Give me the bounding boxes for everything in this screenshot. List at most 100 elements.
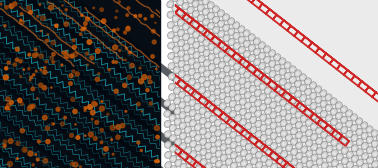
Ellipse shape bbox=[291, 98, 295, 102]
Ellipse shape bbox=[294, 70, 301, 77]
Circle shape bbox=[20, 13, 23, 15]
Ellipse shape bbox=[198, 66, 205, 73]
Ellipse shape bbox=[213, 57, 220, 65]
Ellipse shape bbox=[259, 83, 266, 90]
Ellipse shape bbox=[322, 132, 327, 136]
Ellipse shape bbox=[250, 56, 255, 60]
Ellipse shape bbox=[286, 94, 291, 98]
Ellipse shape bbox=[225, 67, 229, 71]
Circle shape bbox=[39, 4, 41, 5]
Ellipse shape bbox=[330, 118, 338, 126]
Ellipse shape bbox=[280, 69, 285, 73]
Ellipse shape bbox=[353, 146, 357, 150]
Ellipse shape bbox=[186, 107, 190, 111]
Ellipse shape bbox=[286, 84, 290, 88]
Ellipse shape bbox=[190, 101, 194, 105]
Circle shape bbox=[7, 103, 11, 107]
Ellipse shape bbox=[186, 159, 191, 162]
Ellipse shape bbox=[225, 127, 232, 134]
Ellipse shape bbox=[208, 12, 214, 19]
Ellipse shape bbox=[174, 37, 179, 41]
Circle shape bbox=[29, 79, 31, 81]
Ellipse shape bbox=[210, 75, 215, 79]
Ellipse shape bbox=[285, 93, 292, 100]
Ellipse shape bbox=[310, 123, 318, 130]
Ellipse shape bbox=[285, 144, 293, 152]
Ellipse shape bbox=[250, 56, 254, 60]
Ellipse shape bbox=[316, 87, 321, 91]
Ellipse shape bbox=[262, 146, 266, 150]
Circle shape bbox=[28, 106, 32, 111]
Ellipse shape bbox=[227, 160, 231, 164]
Ellipse shape bbox=[201, 160, 206, 164]
Ellipse shape bbox=[271, 92, 276, 96]
Ellipse shape bbox=[277, 138, 281, 142]
Ellipse shape bbox=[235, 145, 242, 153]
Ellipse shape bbox=[181, 155, 185, 159]
Ellipse shape bbox=[242, 151, 246, 155]
Ellipse shape bbox=[169, 23, 174, 27]
Circle shape bbox=[20, 129, 25, 133]
Circle shape bbox=[31, 87, 35, 91]
Ellipse shape bbox=[259, 73, 266, 80]
Ellipse shape bbox=[240, 37, 244, 41]
Ellipse shape bbox=[214, 7, 218, 11]
Ellipse shape bbox=[215, 79, 220, 83]
Ellipse shape bbox=[371, 140, 378, 148]
Ellipse shape bbox=[209, 13, 214, 17]
Ellipse shape bbox=[208, 43, 215, 50]
Ellipse shape bbox=[183, 74, 191, 82]
Ellipse shape bbox=[204, 91, 211, 98]
Ellipse shape bbox=[226, 97, 230, 101]
Ellipse shape bbox=[281, 100, 286, 104]
Ellipse shape bbox=[240, 79, 245, 83]
Ellipse shape bbox=[234, 34, 239, 38]
Circle shape bbox=[35, 70, 37, 72]
Ellipse shape bbox=[194, 72, 200, 79]
Circle shape bbox=[37, 98, 38, 99]
Ellipse shape bbox=[252, 159, 256, 163]
Ellipse shape bbox=[170, 85, 174, 89]
Circle shape bbox=[65, 51, 67, 53]
Ellipse shape bbox=[225, 77, 229, 81]
Ellipse shape bbox=[279, 78, 287, 86]
Ellipse shape bbox=[192, 0, 199, 7]
Ellipse shape bbox=[203, 49, 210, 57]
Ellipse shape bbox=[174, 58, 178, 62]
Ellipse shape bbox=[291, 159, 298, 166]
Ellipse shape bbox=[197, 25, 204, 32]
Ellipse shape bbox=[206, 133, 211, 137]
Circle shape bbox=[8, 161, 12, 166]
Ellipse shape bbox=[347, 121, 352, 125]
Ellipse shape bbox=[321, 91, 326, 95]
Ellipse shape bbox=[301, 85, 306, 89]
Ellipse shape bbox=[225, 88, 229, 92]
Ellipse shape bbox=[192, 31, 200, 38]
Ellipse shape bbox=[239, 108, 246, 116]
Ellipse shape bbox=[261, 85, 265, 89]
Circle shape bbox=[149, 102, 152, 105]
Ellipse shape bbox=[246, 164, 253, 168]
Ellipse shape bbox=[306, 79, 310, 83]
Ellipse shape bbox=[240, 149, 247, 157]
Ellipse shape bbox=[219, 102, 226, 110]
Ellipse shape bbox=[215, 69, 219, 73]
Ellipse shape bbox=[266, 88, 271, 92]
Ellipse shape bbox=[195, 155, 202, 162]
Ellipse shape bbox=[254, 58, 261, 66]
Ellipse shape bbox=[346, 141, 353, 148]
Polygon shape bbox=[0, 76, 167, 168]
Ellipse shape bbox=[218, 20, 225, 27]
Ellipse shape bbox=[185, 87, 189, 90]
Ellipse shape bbox=[347, 132, 352, 136]
Ellipse shape bbox=[255, 141, 262, 148]
Ellipse shape bbox=[282, 121, 286, 125]
Ellipse shape bbox=[251, 108, 255, 112]
Ellipse shape bbox=[366, 136, 373, 143]
Ellipse shape bbox=[186, 138, 191, 142]
Ellipse shape bbox=[233, 32, 240, 39]
Ellipse shape bbox=[183, 4, 188, 8]
Ellipse shape bbox=[310, 92, 317, 99]
Ellipse shape bbox=[291, 119, 296, 123]
Ellipse shape bbox=[198, 6, 203, 10]
